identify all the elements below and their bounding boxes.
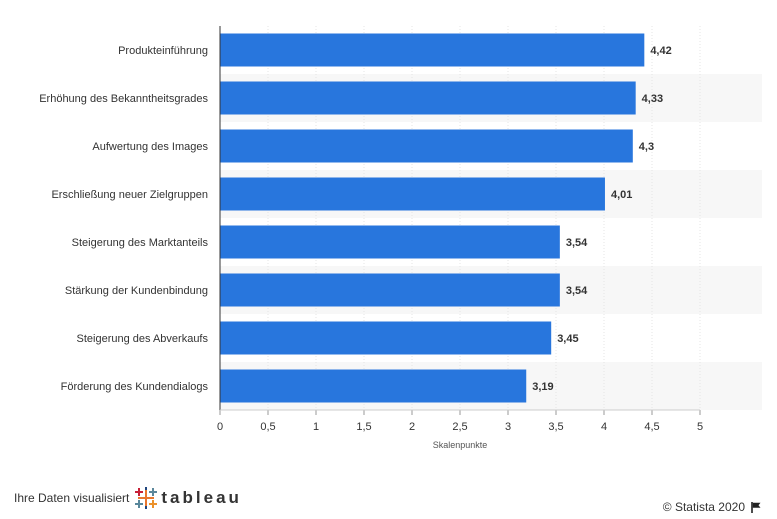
category-label: Steigerung des Abverkaufs <box>77 333 209 345</box>
bar <box>220 321 552 355</box>
bar <box>220 177 605 211</box>
category-label: Erhöhung des Bekanntheitsgrades <box>39 93 208 105</box>
x-tick-label: 2 <box>409 421 415 433</box>
value-label: 3,54 <box>566 285 588 297</box>
value-label: 4,42 <box>650 45 671 57</box>
bar <box>220 225 560 259</box>
bar <box>220 81 636 115</box>
value-label: 3,54 <box>566 237 588 249</box>
category-label: Erschließung neuer Zielgruppen <box>51 189 208 201</box>
category-label: Produkteinführung <box>118 45 208 57</box>
copyright-text: © Statista 2020 <box>662 500 745 514</box>
category-label: Aufwertung des Images <box>92 141 208 153</box>
x-tick-label: 5 <box>697 421 703 433</box>
value-label: 3,19 <box>532 381 553 393</box>
value-label: 4,3 <box>639 141 654 153</box>
x-tick-label: 1 <box>313 421 319 433</box>
tableau-wordmark: tableau <box>161 488 242 507</box>
category-label: Steigerung des Marktanteils <box>72 237 209 249</box>
bar <box>220 273 560 307</box>
category-label: Förderung des Kundendialogs <box>61 381 209 393</box>
x-tick-label: 2,5 <box>452 421 467 433</box>
tableau-branding[interactable]: Ihre Daten visualisiert tableau <box>14 487 242 509</box>
x-tick-label: 3,5 <box>548 421 563 433</box>
x-tick-label: 3 <box>505 421 511 433</box>
statista-copyright[interactable]: © Statista 2020 <box>663 500 761 514</box>
x-tick-label: 1,5 <box>356 421 371 433</box>
value-label: 4,33 <box>642 93 663 105</box>
x-tick-label: 4 <box>601 421 607 433</box>
x-tick-label: 4,5 <box>644 421 659 433</box>
value-label: 3,45 <box>557 333 578 345</box>
x-tick-label: 0,5 <box>260 421 275 433</box>
bar <box>220 129 633 163</box>
visualize-text: Ihre Daten visualisiert <box>14 491 130 505</box>
category-label: Stärkung der Kundenbindung <box>65 285 208 297</box>
x-tick-label: 0 <box>217 421 223 433</box>
x-axis-title: Skalenpunkte <box>433 440 488 450</box>
bar <box>220 369 527 403</box>
flag-icon[interactable] <box>751 501 761 513</box>
tableau-logo-icon <box>135 487 158 509</box>
bar <box>220 33 645 67</box>
value-label: 4,01 <box>611 189 632 201</box>
